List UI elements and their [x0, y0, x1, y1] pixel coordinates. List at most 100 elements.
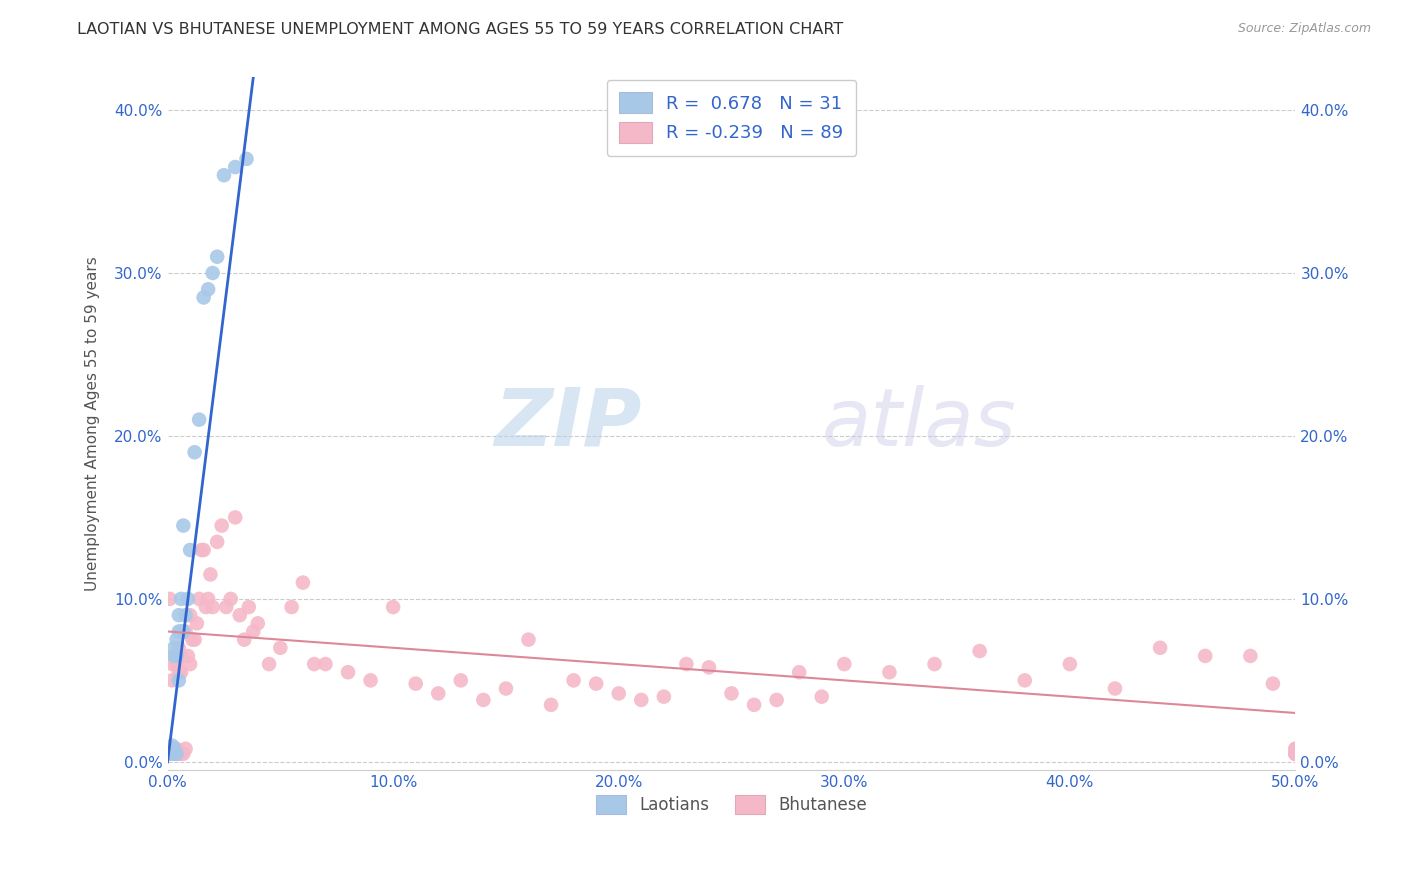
Point	[382, 600, 405, 615]
Point	[1284, 747, 1306, 761]
Point	[1284, 747, 1306, 761]
Point	[197, 591, 219, 606]
Legend: Laotians, Bhutanese: Laotians, Bhutanese	[586, 785, 877, 824]
Point	[212, 168, 235, 182]
Point	[167, 640, 190, 655]
Point	[1261, 676, 1284, 690]
Point	[166, 747, 188, 761]
Point	[167, 624, 190, 639]
Point	[1059, 657, 1081, 671]
Point	[170, 665, 193, 680]
Point	[235, 152, 257, 166]
Point	[172, 624, 194, 639]
Point	[1014, 673, 1036, 688]
Point	[170, 591, 193, 606]
Point	[160, 747, 183, 761]
Point	[205, 250, 228, 264]
Point	[174, 608, 197, 623]
Point	[201, 266, 224, 280]
Point	[170, 747, 193, 761]
Point	[211, 518, 233, 533]
Point	[229, 608, 252, 623]
Point	[1284, 747, 1306, 761]
Point	[562, 673, 585, 688]
Point	[183, 632, 205, 647]
Point	[160, 739, 183, 753]
Point	[167, 608, 190, 623]
Point	[172, 624, 194, 639]
Point	[160, 673, 183, 688]
Point	[177, 648, 200, 663]
Point	[200, 567, 222, 582]
Point	[193, 543, 215, 558]
Point	[181, 632, 204, 647]
Point	[787, 665, 810, 680]
Point	[675, 657, 697, 671]
Point	[159, 591, 181, 606]
Point	[179, 543, 201, 558]
Point	[201, 600, 224, 615]
Point	[179, 608, 201, 623]
Point	[163, 648, 186, 663]
Point	[224, 510, 246, 524]
Point	[238, 600, 260, 615]
Point	[163, 648, 186, 663]
Point	[166, 632, 188, 647]
Point	[159, 741, 181, 756]
Point	[1284, 741, 1306, 756]
Point	[188, 591, 211, 606]
Point	[924, 657, 946, 671]
Point	[472, 693, 495, 707]
Point	[170, 624, 193, 639]
Point	[160, 741, 183, 756]
Point	[697, 660, 720, 674]
Point	[167, 747, 190, 761]
Point	[291, 575, 314, 590]
Point	[360, 673, 382, 688]
Text: atlas: atlas	[821, 384, 1017, 463]
Point	[224, 160, 246, 174]
Point	[314, 657, 336, 671]
Point	[1284, 747, 1306, 761]
Point	[832, 657, 855, 671]
Point	[193, 290, 215, 304]
Point	[269, 640, 291, 655]
Point	[879, 665, 901, 680]
Point	[179, 657, 201, 671]
Point	[159, 747, 181, 761]
Point	[1194, 648, 1216, 663]
Point	[219, 591, 242, 606]
Point	[242, 624, 264, 639]
Point	[765, 693, 787, 707]
Point	[540, 698, 562, 712]
Point	[177, 591, 200, 606]
Point	[163, 741, 186, 756]
Point	[280, 600, 302, 615]
Text: LAOTIAN VS BHUTANESE UNEMPLOYMENT AMONG AGES 55 TO 59 YEARS CORRELATION CHART: LAOTIAN VS BHUTANESE UNEMPLOYMENT AMONG …	[77, 22, 844, 37]
Point	[517, 632, 540, 647]
Point	[495, 681, 517, 696]
Point	[427, 686, 450, 700]
Point	[1104, 681, 1126, 696]
Point	[163, 640, 186, 655]
Point	[585, 676, 607, 690]
Point	[337, 665, 360, 680]
Point	[1284, 741, 1306, 756]
Point	[174, 741, 197, 756]
Point	[215, 600, 238, 615]
Point	[1149, 640, 1171, 655]
Text: Source: ZipAtlas.com: Source: ZipAtlas.com	[1237, 22, 1371, 36]
Point	[1239, 648, 1261, 663]
Point	[205, 534, 228, 549]
Point	[194, 600, 217, 615]
Point	[163, 747, 186, 761]
Y-axis label: Unemployment Among Ages 55 to 59 years: Unemployment Among Ages 55 to 59 years	[86, 256, 100, 591]
Text: ZIP: ZIP	[494, 384, 641, 463]
Point	[450, 673, 472, 688]
Point	[172, 518, 194, 533]
Point	[163, 741, 186, 756]
Point	[160, 657, 183, 671]
Point	[302, 657, 325, 671]
Point	[183, 445, 205, 459]
Point	[246, 616, 269, 631]
